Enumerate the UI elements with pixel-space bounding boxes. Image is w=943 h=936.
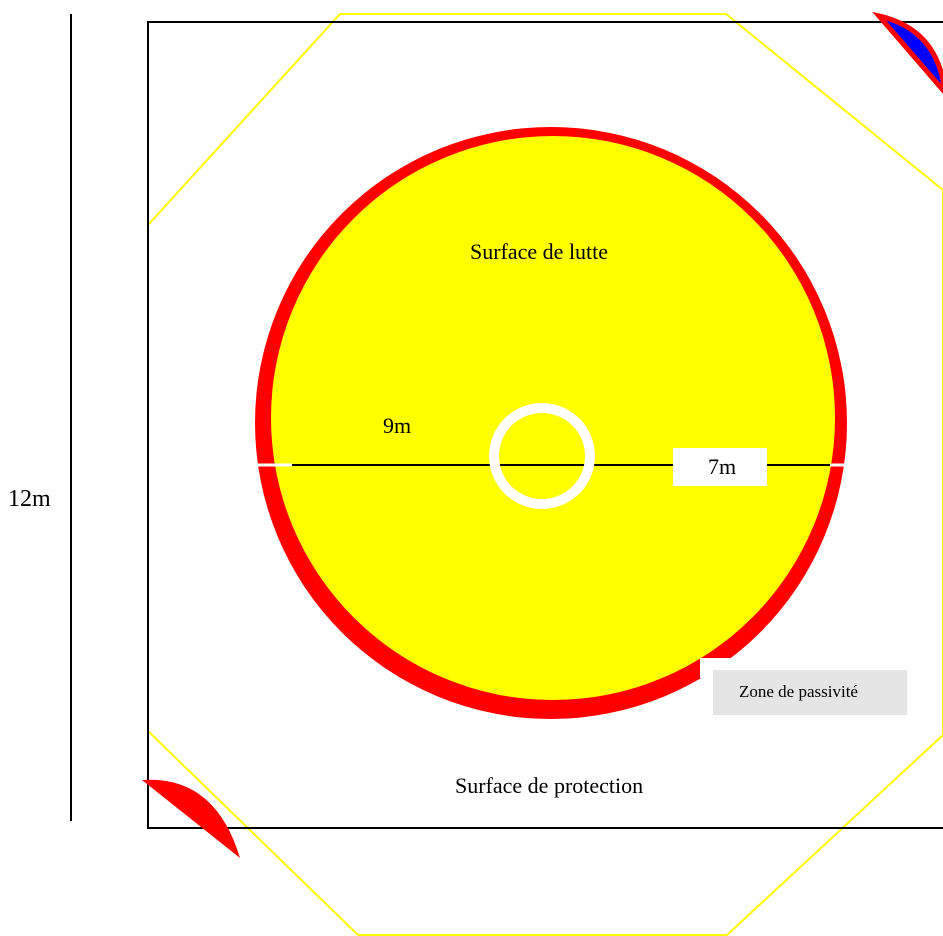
wrestling-area-label: Surface de lutte: [470, 239, 608, 264]
dimension-label-7m: 7m: [708, 454, 736, 479]
dimension-label-12m: 12m: [8, 486, 51, 512]
dimension-label-9m: 9m: [383, 413, 411, 438]
label-7m-box: [673, 448, 767, 486]
passivity-zone-label: Zone de passivité: [739, 682, 858, 701]
mat-outline: [147, 21, 943, 829]
wrestling-area: [271, 136, 835, 700]
protection-area-label: Surface de protection: [455, 773, 643, 798]
red-corner: [142, 779, 240, 858]
blue-corner: [872, 11, 943, 94]
center-circle: [489, 403, 595, 509]
passivity-zone-label-box: [713, 670, 907, 715]
